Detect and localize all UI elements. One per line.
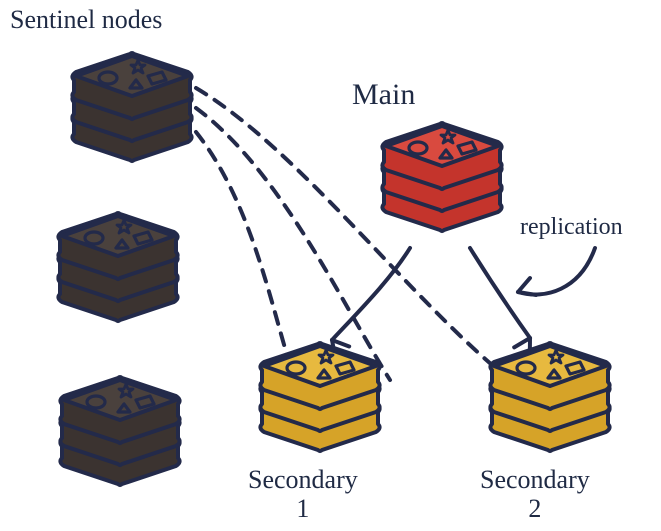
replication-arrow [518,248,595,295]
sentinel-node-icon [50,372,190,490]
sentinel-node-icon [62,48,202,166]
secondary-node-icon [480,338,620,456]
node-secondary-1 [250,338,390,461]
node-sentinel-2 [48,208,188,331]
main-to-sec1 [332,248,410,340]
sentinel-node-icon [48,208,188,326]
sentinel-title-label: Sentinel nodes [10,6,162,35]
replication-label: replication [520,214,623,240]
secondary-2-label: Secondary 2 [480,466,590,523]
main-node-icon [372,118,512,236]
dashed-edge [196,132,290,365]
node-secondary-2 [480,338,620,461]
diagram-stage: Sentinel nodes Main replication Secondar… [0,0,661,531]
secondary-node-icon [250,338,390,456]
replication-arrow-head [515,278,536,300]
node-main [372,118,512,241]
node-sentinel-3 [50,372,190,495]
main-to-sec2 [470,248,530,338]
secondary-1-label: Secondary 1 [248,466,358,523]
node-sentinel-1 [62,48,202,171]
main-title-label: Main [352,78,415,111]
